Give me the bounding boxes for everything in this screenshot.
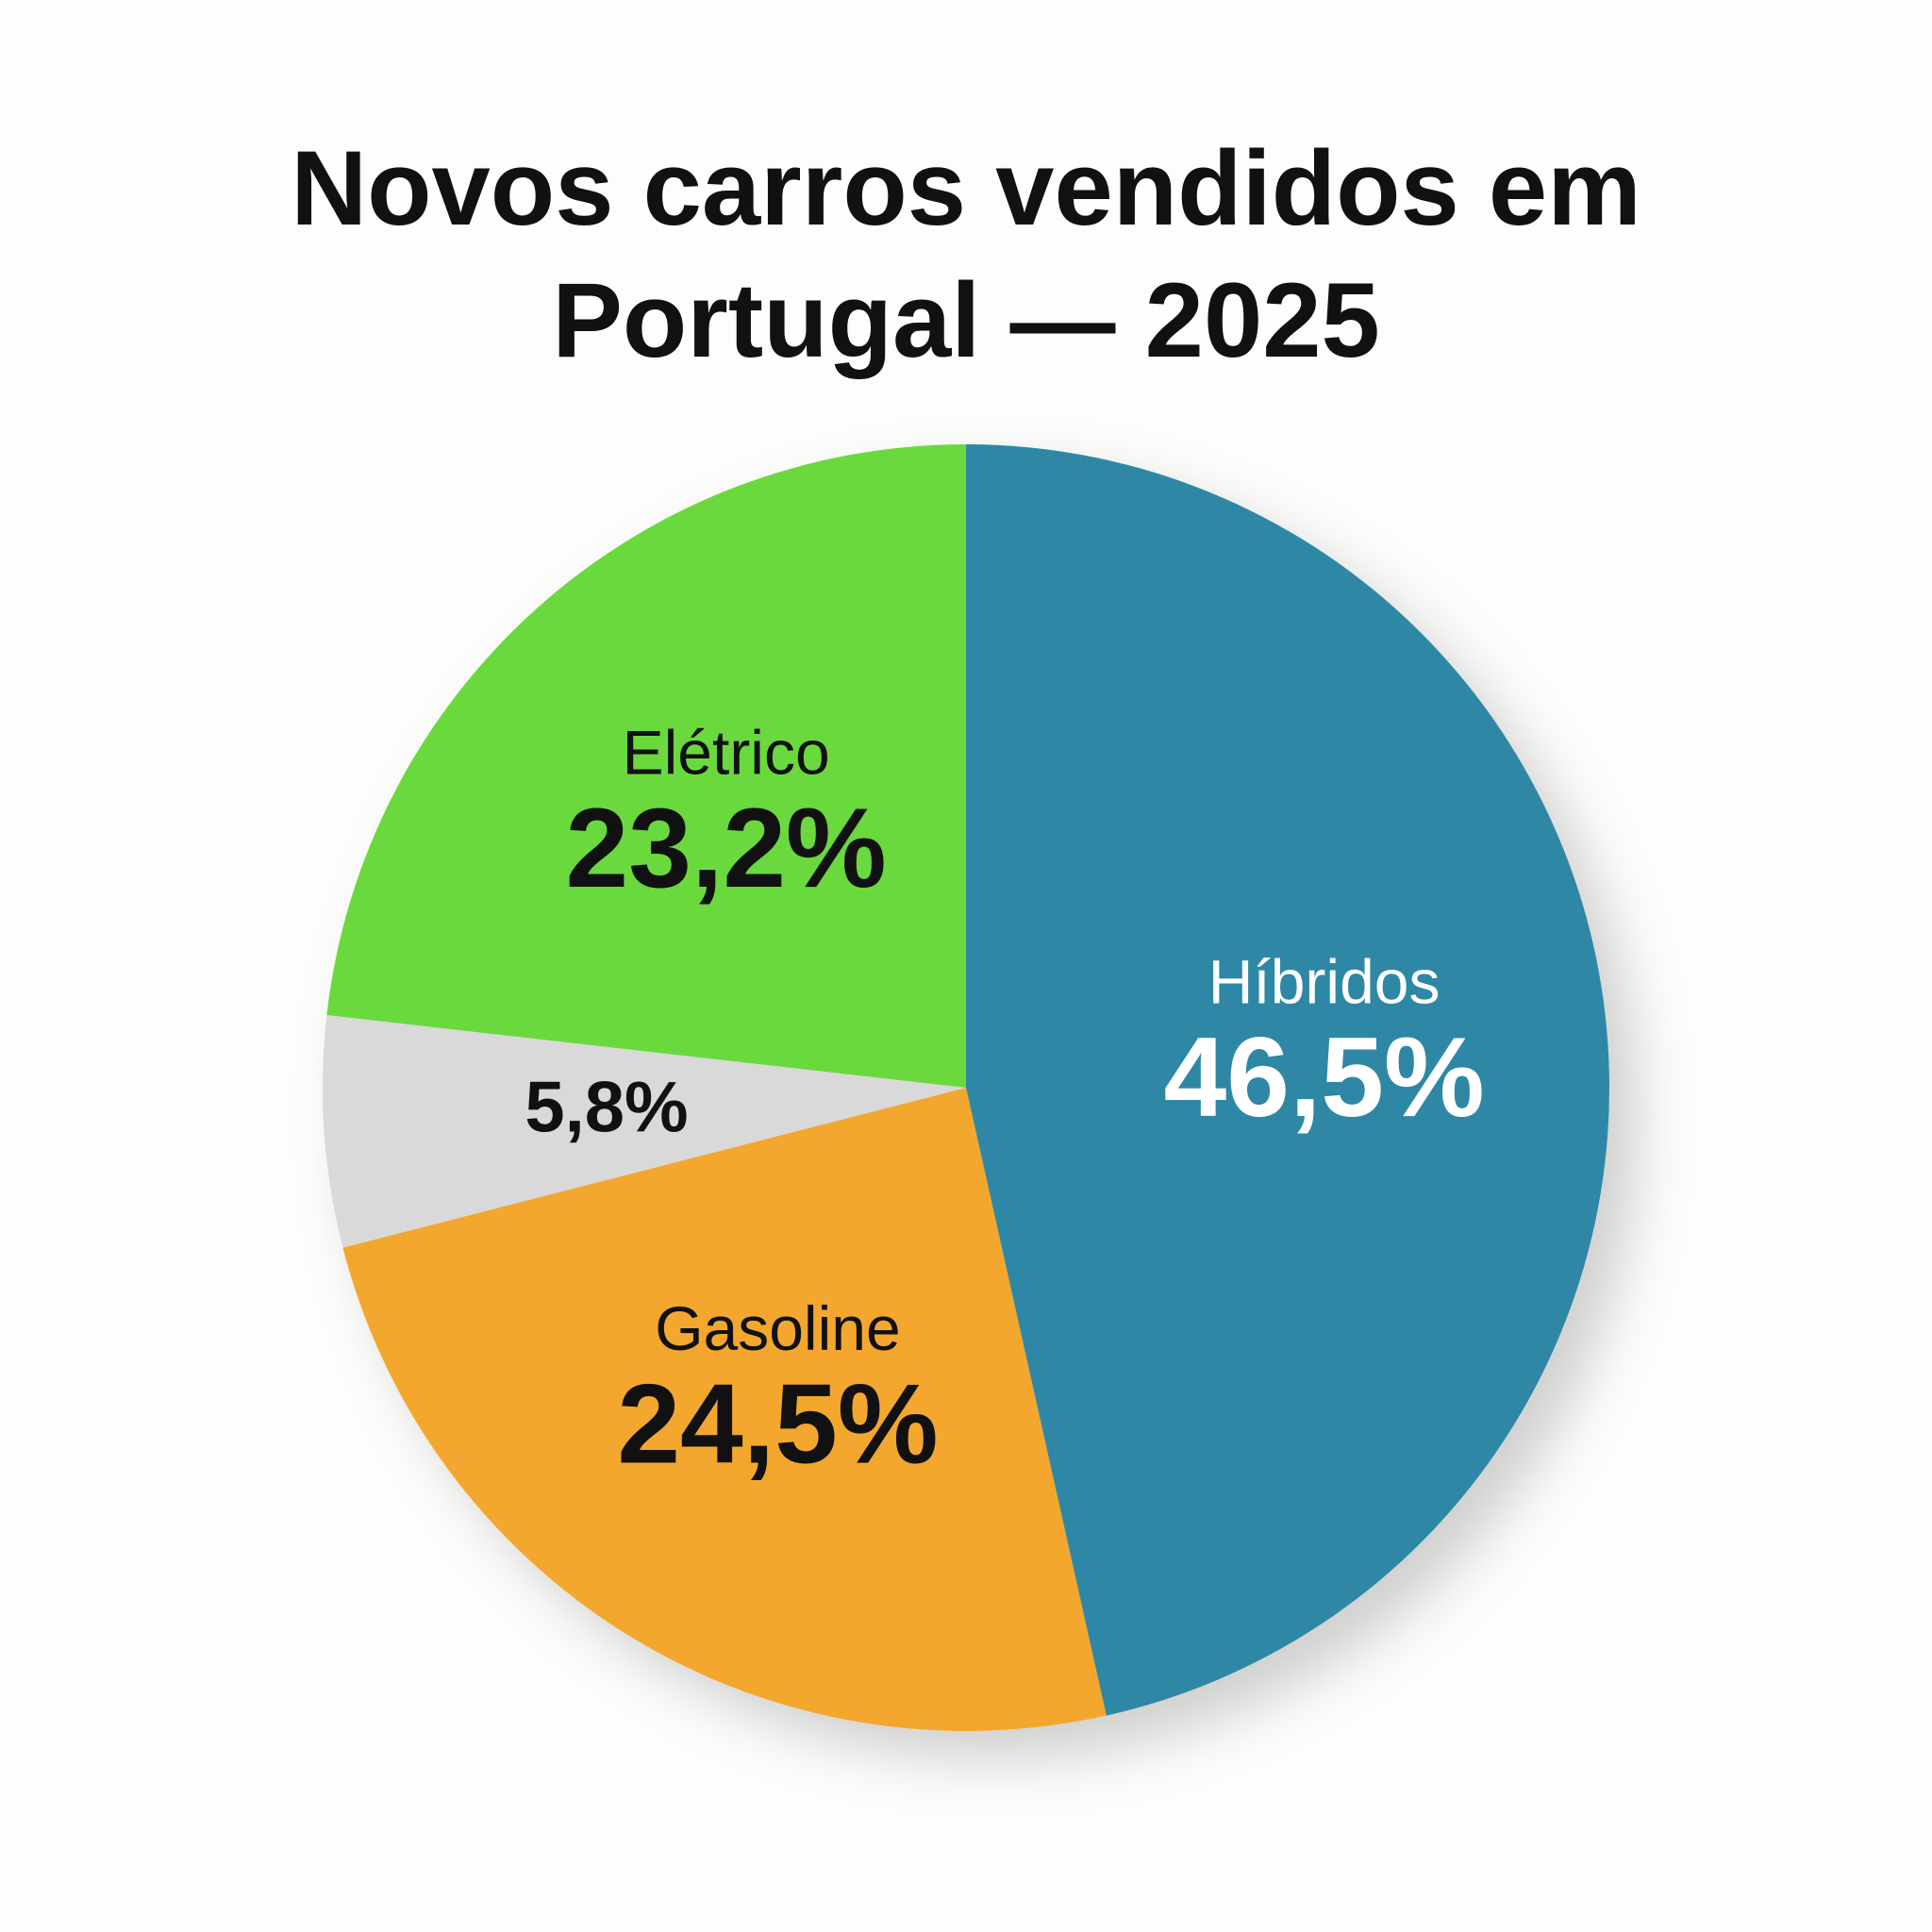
slice-name: Híbridos bbox=[1208, 947, 1441, 1017]
value-label: 23,2% bbox=[566, 785, 887, 911]
pie-slice bbox=[323, 1015, 966, 1248]
slice-name: Elétrico bbox=[623, 718, 830, 788]
pie-slice bbox=[966, 444, 1609, 1716]
value-label: 24,5% bbox=[617, 1360, 938, 1487]
pie-slice bbox=[326, 444, 967, 1088]
chart-title: Novos carros vendidos em Portugal — 2025 bbox=[291, 129, 1641, 379]
slice-name: Gasoline bbox=[655, 1293, 901, 1363]
pie-slice bbox=[342, 1088, 1107, 1731]
value-label: 5,8% bbox=[525, 1067, 688, 1147]
pie bbox=[323, 444, 1609, 1731]
value-label: 46,5% bbox=[1163, 1014, 1484, 1141]
